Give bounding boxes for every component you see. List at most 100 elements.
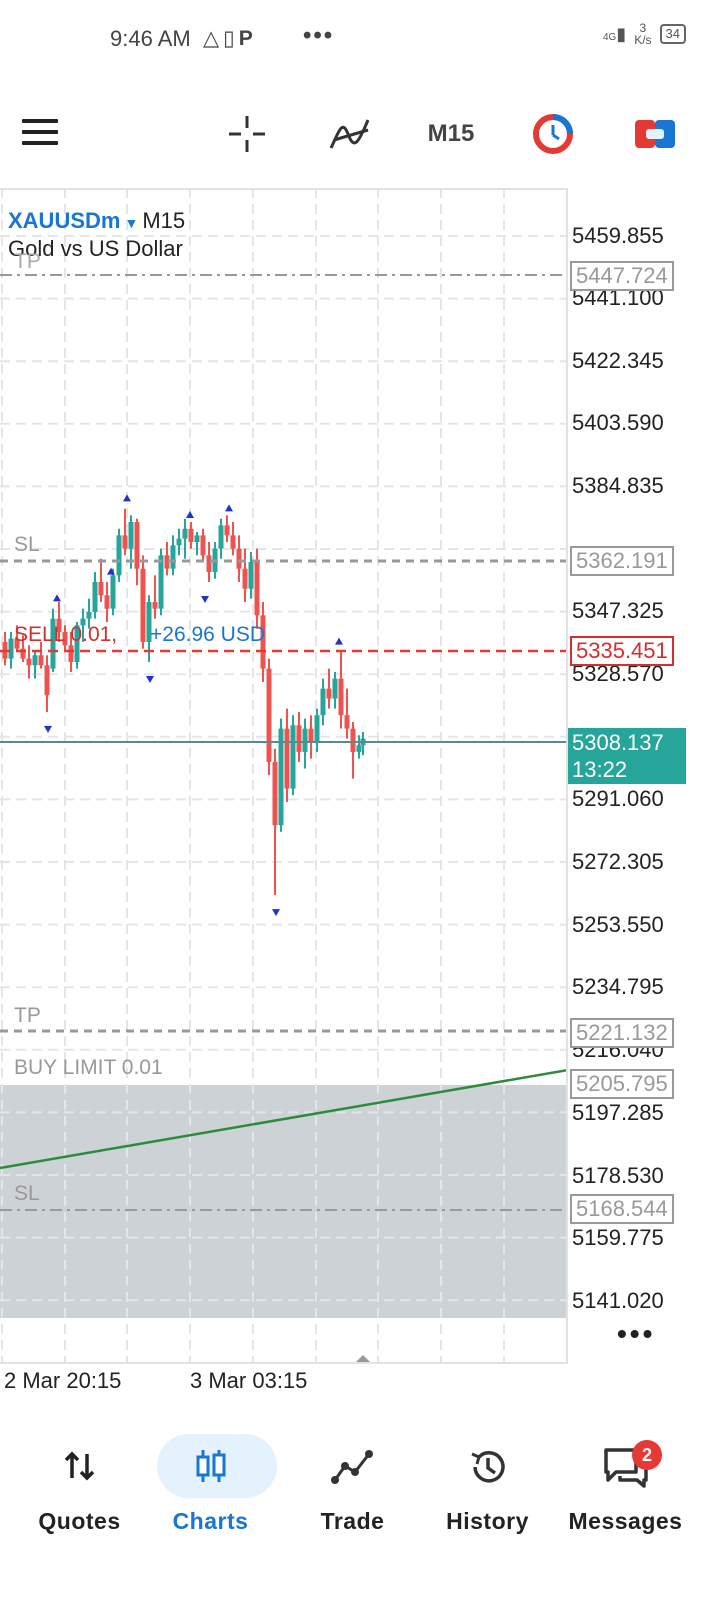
- history-icon: [420, 1446, 555, 1486]
- status-time: 9:46 AM: [110, 26, 191, 51]
- crosshair-icon[interactable]: [222, 111, 272, 157]
- candle-body: [8, 638, 14, 659]
- candle-body: [266, 668, 272, 762]
- candle-body: [104, 595, 110, 609]
- candle-body: [200, 535, 206, 556]
- menu-icon[interactable]: [22, 119, 58, 149]
- nav-label: Charts: [172, 1508, 249, 1534]
- buy-limit-label[interactable]: BUY LIMIT 0.01: [14, 1056, 163, 1079]
- status-right: 4G▮ 3 K/s 34: [603, 22, 686, 46]
- sl1-price-box[interactable]: 5362.191: [570, 546, 674, 576]
- tp2-price-box[interactable]: 5221.132: [570, 1018, 674, 1048]
- chart-symbol[interactable]: XAUUSDm ▼ M15: [8, 208, 185, 234]
- candle-body: [182, 528, 188, 539]
- sl2-price-box[interactable]: 5168.544: [570, 1194, 674, 1224]
- battery-icon: 34: [659, 24, 686, 44]
- price-chart: [0, 188, 568, 1364]
- bar-countdown: 13:22: [572, 757, 628, 782]
- candle-body: [218, 525, 224, 549]
- candle-body: [122, 535, 128, 549]
- candle-body: [302, 728, 308, 752]
- fractal-up-marker: [107, 567, 115, 575]
- candle-body: [350, 728, 356, 752]
- candle-body: [314, 715, 320, 742]
- fractal-down-marker: [44, 725, 52, 733]
- current-price: 5308.137: [572, 730, 664, 755]
- quotes-icon: [12, 1446, 147, 1486]
- candle-body: [230, 535, 236, 549]
- candle-body: [92, 582, 98, 612]
- candle-body: [80, 618, 86, 626]
- sl1-label: SL: [14, 533, 40, 556]
- sell-price-box[interactable]: 5335.451: [570, 636, 674, 666]
- price-tick: 5197.285: [572, 1100, 664, 1125]
- bottom-navigation: Quotes Charts Trade History 2 Messages: [0, 1420, 720, 1600]
- network-type: 4G: [602, 31, 617, 43]
- price-tick: 5178.530: [572, 1163, 664, 1188]
- candle-body: [326, 688, 332, 699]
- candle-body: [128, 522, 134, 549]
- nav-trade[interactable]: Trade: [285, 1434, 420, 1564]
- price-tick: 5459.855: [572, 223, 664, 248]
- trade-icon: [285, 1446, 420, 1486]
- candle-body: [296, 725, 302, 752]
- symbol-dropdown-icon[interactable]: ▼: [124, 215, 139, 231]
- candle-body: [68, 645, 74, 662]
- notification-icons: △▯P: [203, 26, 257, 51]
- price-tick: 5234.795: [572, 974, 664, 999]
- messages-icon: [558, 1446, 693, 1488]
- tp2-label: TP: [14, 1004, 41, 1027]
- candle-body: [26, 658, 32, 666]
- price-tick: 5347.325: [572, 598, 664, 623]
- price-tick: 5159.775: [572, 1225, 664, 1250]
- candle-body: [86, 611, 92, 619]
- trendline: [0, 1068, 568, 1170]
- candle-body: [44, 665, 50, 696]
- candle-body: [194, 535, 200, 543]
- candle-body: [344, 715, 350, 729]
- clock-icon[interactable]: [530, 111, 576, 157]
- symbol-timeframe: M15: [142, 208, 186, 233]
- tp1-price-box[interactable]: 5447.724: [570, 261, 674, 291]
- nav-quotes[interactable]: Quotes: [12, 1434, 147, 1564]
- fractal-up-marker: [53, 594, 61, 602]
- scroll-end-marker: [354, 1355, 372, 1364]
- buy-limit-price-box[interactable]: 5205.795: [570, 1069, 674, 1099]
- candle-body: [272, 761, 278, 826]
- symbol-name[interactable]: XAUUSDm: [8, 208, 121, 233]
- more-options-icon[interactable]: •••: [617, 1318, 656, 1349]
- price-tick: 5422.345: [572, 348, 664, 373]
- nav-label: Messages: [568, 1508, 683, 1534]
- timeframe-button[interactable]: M15: [427, 120, 475, 147]
- price-tick: 5272.305: [572, 849, 664, 874]
- candle-body: [338, 678, 344, 716]
- nav-label: Trade: [320, 1508, 385, 1534]
- candle-body: [236, 548, 242, 569]
- time-tick: 2 Mar 20:15: [4, 1368, 122, 1393]
- fractal-up-marker: [186, 511, 194, 519]
- candle-body: [254, 562, 260, 616]
- nav-charts[interactable]: Charts: [143, 1434, 278, 1564]
- price-tick: 5253.550: [572, 912, 664, 937]
- sell-line-label[interactable]: SELL 0.01,: [14, 623, 118, 646]
- candle-body: [356, 745, 362, 752]
- candle-body: [278, 728, 284, 826]
- tp1-label: TP: [14, 250, 41, 273]
- nav-history[interactable]: History: [420, 1434, 555, 1564]
- candle-body: [170, 545, 176, 569]
- nav-messages[interactable]: 2 Messages: [558, 1434, 693, 1564]
- trade-profit: +26.96 USD: [150, 623, 265, 646]
- indicators-icon[interactable]: [325, 111, 375, 157]
- sl2-label: SL: [14, 1182, 40, 1205]
- chart-area[interactable]: [0, 188, 568, 1364]
- nav-label: Quotes: [38, 1508, 121, 1534]
- candle-body: [116, 535, 122, 576]
- p-app-icon: P: [238, 27, 257, 50]
- price-tick: 5403.590: [572, 410, 664, 435]
- candle-body: [248, 562, 254, 589]
- candle-body: [74, 625, 80, 662]
- candle-body: [176, 538, 182, 546]
- candle-body: [140, 568, 146, 642]
- trade-toggle-icon[interactable]: [632, 111, 678, 157]
- current-price-box: 5308.137 13:22: [568, 728, 686, 784]
